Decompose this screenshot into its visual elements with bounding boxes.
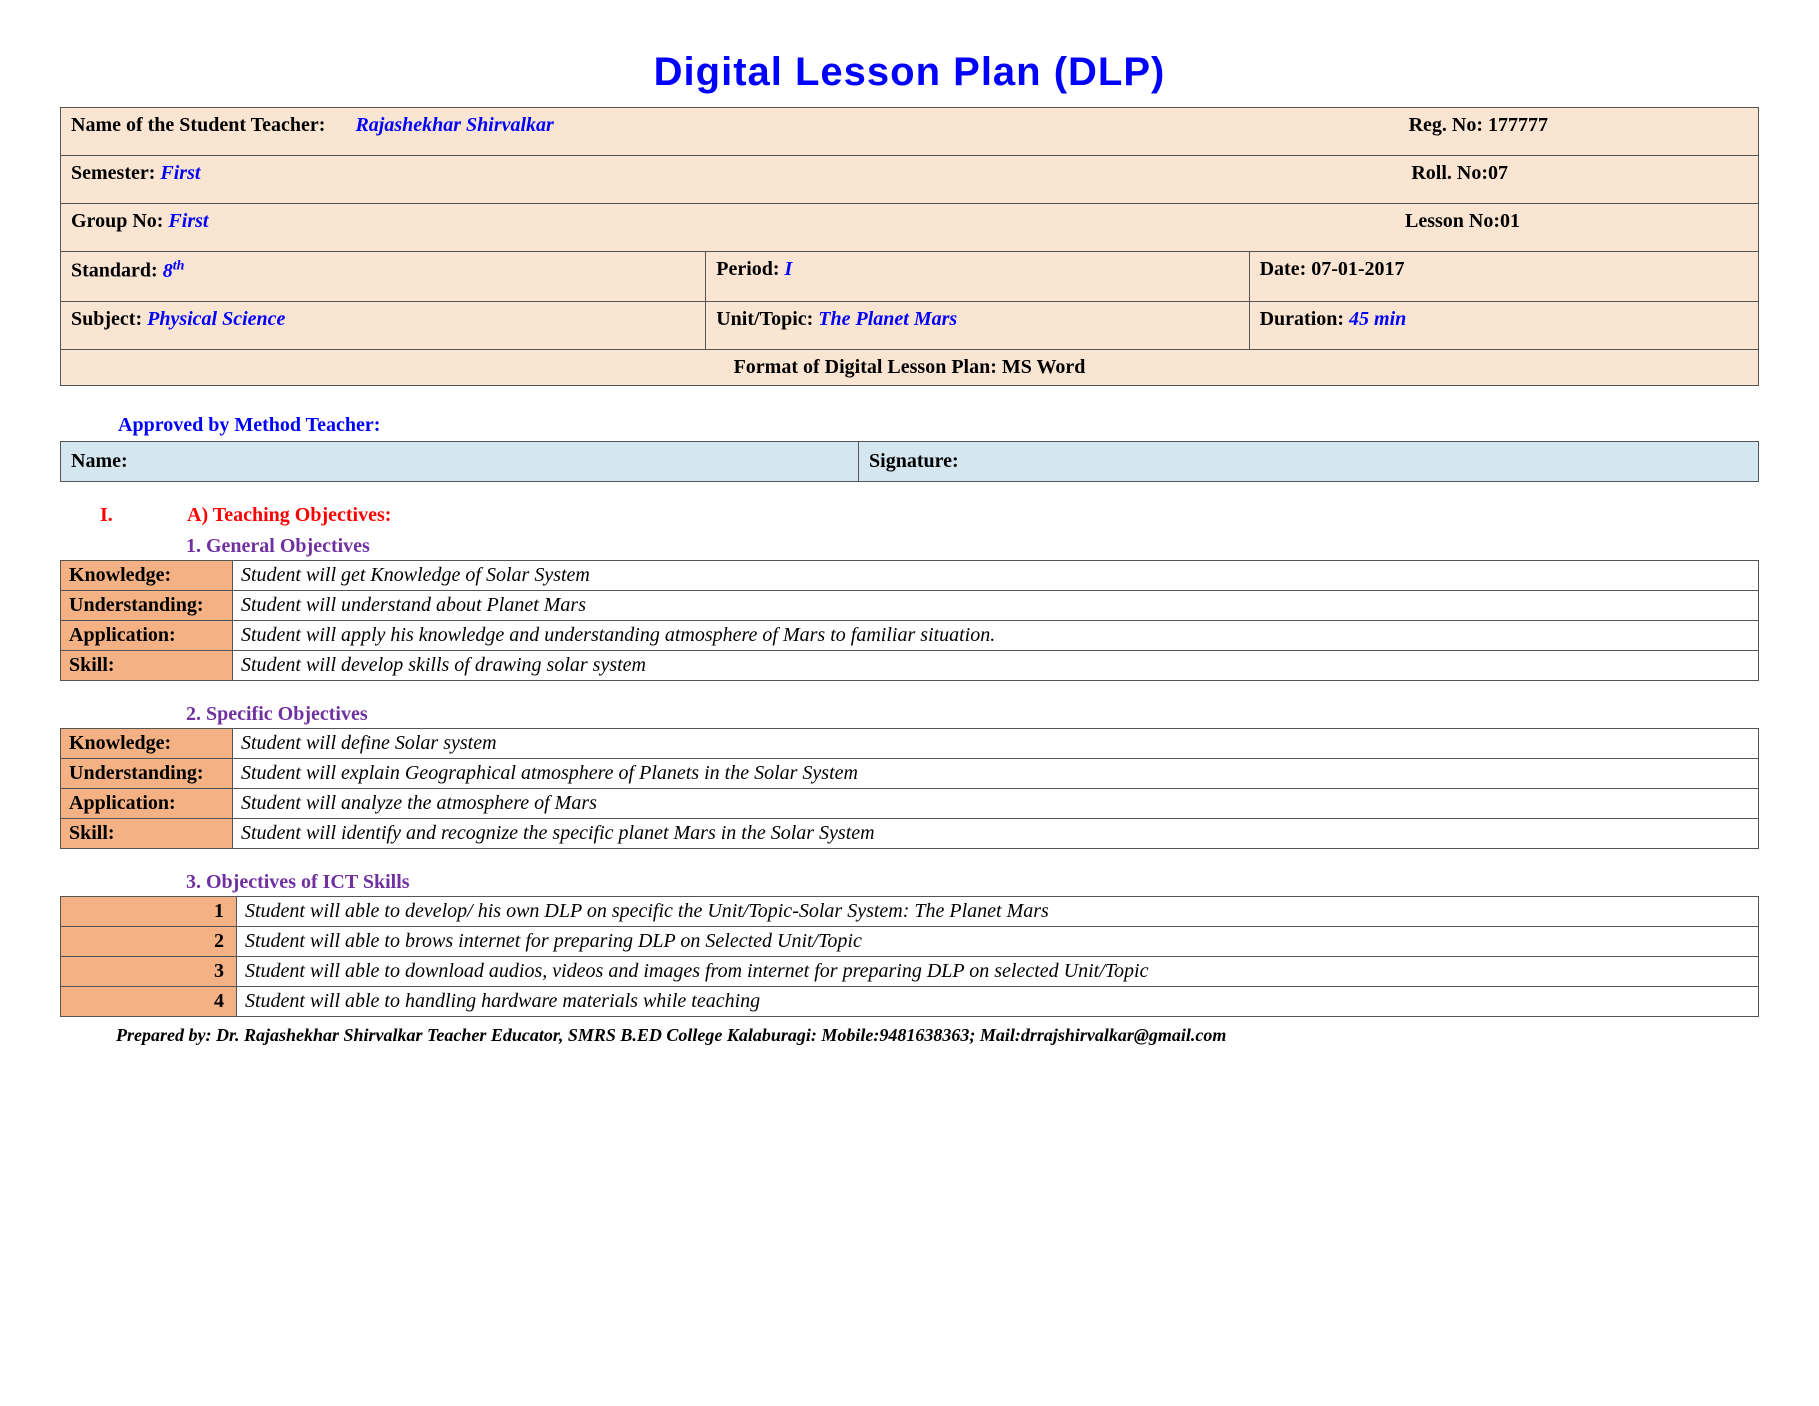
- spec-understanding-label: Understanding:: [61, 758, 233, 788]
- gen-understanding-label: Understanding:: [61, 590, 233, 620]
- spec-skill-value: Student will identify and recognize the …: [233, 818, 1759, 848]
- name-label: Name of the Student Teacher:: [71, 114, 325, 136]
- date-label: Date: 07-01-2017: [1260, 258, 1405, 280]
- ict-row-2-num: 2: [61, 926, 237, 956]
- section-a-title: A) Teaching Objectives:: [187, 504, 391, 526]
- ict-row-2-val: Student will able to brows internet for …: [237, 926, 1759, 956]
- approver-name-label: Name:: [61, 441, 859, 481]
- name-value: Rajashekhar Shirvalkar: [355, 114, 553, 136]
- ict-row-1-val: Student will able to develop/ his own DL…: [237, 896, 1759, 926]
- unit-label: Unit/Topic:: [716, 308, 813, 330]
- spec-knowledge-value: Student will define Solar system: [233, 728, 1759, 758]
- group-label: Group No:: [71, 210, 163, 232]
- gen-knowledge-value: Student will get Knowledge of Solar Syst…: [233, 560, 1759, 590]
- spec-knowledge-label: Knowledge:: [61, 728, 233, 758]
- lesson-no: Lesson No:01: [1405, 210, 1748, 233]
- ict-row-4-val: Student will able to handling hardware m…: [237, 986, 1759, 1016]
- approved-heading: Approved by Method Teacher:: [118, 414, 1759, 437]
- period-value: I: [785, 258, 793, 280]
- ict-row-3-val: Student will able to download audios, vi…: [237, 956, 1759, 986]
- subject-value: Physical Science: [147, 308, 285, 330]
- spec-application-label: Application:: [61, 788, 233, 818]
- period-label: Period:: [716, 258, 779, 280]
- ict-row-1-num: 1: [61, 896, 237, 926]
- ict-row-3-num: 3: [61, 956, 237, 986]
- duration-value: 45 min: [1349, 308, 1406, 330]
- gen-application-value: Student will apply his knowledge and und…: [233, 620, 1759, 650]
- spec-skill-label: Skill:: [61, 818, 233, 848]
- ict-objectives-table: 1Student will able to develop/ his own D…: [60, 896, 1759, 1017]
- spec-understanding-value: Student will explain Geographical atmosp…: [233, 758, 1759, 788]
- semester-value: First: [160, 162, 200, 184]
- standard-value: 8th: [163, 260, 185, 282]
- gen-skill-value: Student will develop skills of drawing s…: [233, 650, 1759, 680]
- gen-skill-label: Skill:: [61, 650, 233, 680]
- group-value: First: [168, 210, 208, 232]
- approver-signature-label: Signature:: [859, 441, 1759, 481]
- spec-application-value: Student will analyze the atmosphere of M…: [233, 788, 1759, 818]
- header-table: Name of the Student Teacher: Rajashekhar…: [60, 107, 1759, 386]
- subheading-ict: 3. Objectives of ICT Skills: [186, 871, 1759, 894]
- format-label: Format of Digital Lesson Plan: MS Word: [61, 349, 1759, 385]
- subheading-general: 1. General Objectives: [186, 535, 1759, 558]
- roll-no: Roll. No:07: [1411, 162, 1748, 185]
- general-objectives-table: Knowledge:Student will get Knowledge of …: [60, 560, 1759, 681]
- section-roman: I.: [100, 504, 182, 527]
- reg-no: Reg. No: 177777: [1409, 114, 1748, 137]
- duration-label: Duration:: [1260, 308, 1344, 330]
- subject-label: Subject:: [71, 308, 142, 330]
- gen-knowledge-label: Knowledge:: [61, 560, 233, 590]
- page-title: Digital Lesson Plan (DLP): [60, 50, 1759, 95]
- standard-label: Standard:: [71, 260, 158, 282]
- gen-application-label: Application:: [61, 620, 233, 650]
- unit-value: The Planet Mars: [818, 308, 957, 330]
- subheading-specific: 2. Specific Objectives: [186, 703, 1759, 726]
- footer-text: Prepared by: Dr. Rajashekhar Shirvalkar …: [116, 1025, 1759, 1046]
- specific-objectives-table: Knowledge:Student will define Solar syst…: [60, 728, 1759, 849]
- signature-table: Name: Signature:: [60, 441, 1759, 482]
- semester-label: Semester:: [71, 162, 155, 184]
- ict-row-4-num: 4: [61, 986, 237, 1016]
- gen-understanding-value: Student will understand about Planet Mar…: [233, 590, 1759, 620]
